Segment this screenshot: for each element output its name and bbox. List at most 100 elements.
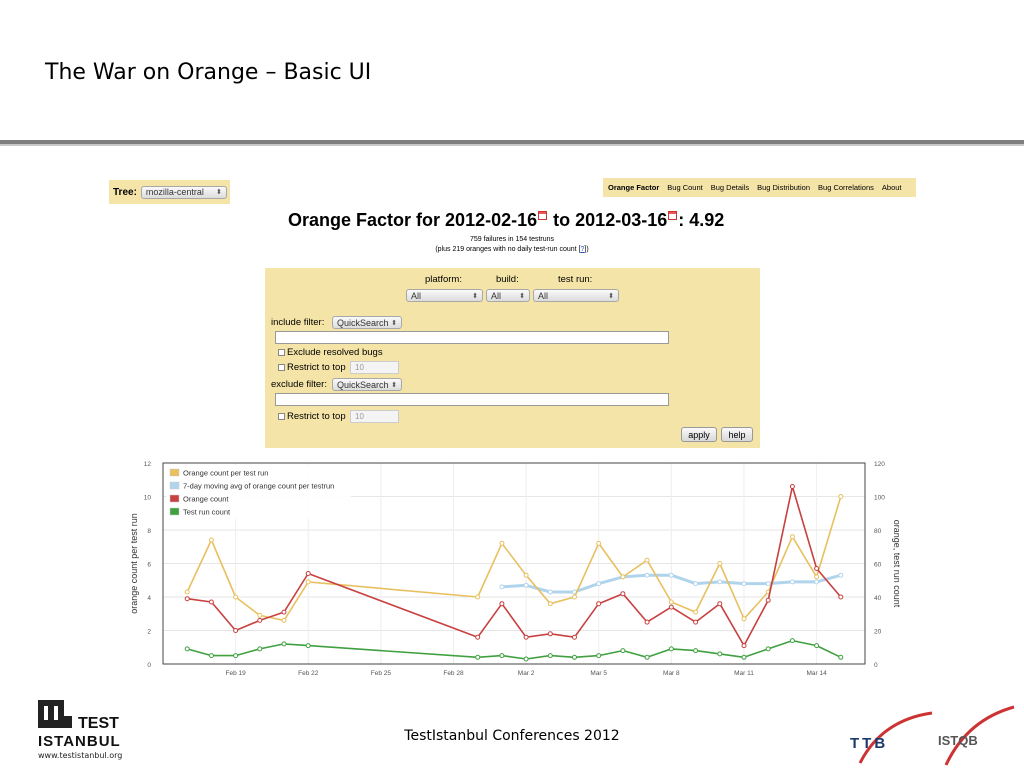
nav-bug-distribution[interactable]: Bug Distribution xyxy=(757,183,811,192)
restrict-top-input[interactable]: 10 xyxy=(350,361,399,374)
y-left-tick-label: 12 xyxy=(144,461,152,468)
x-tick-label: Mar 5 xyxy=(590,670,607,677)
data-point xyxy=(257,646,263,652)
data-point xyxy=(644,619,650,625)
oranges-note: (plus 219 oranges with no daily test-run… xyxy=(0,246,1024,253)
apply-button[interactable]: apply xyxy=(681,427,717,442)
data-point xyxy=(693,619,699,625)
series-line-1 xyxy=(186,496,842,622)
orange-factor-value: : 4.92 xyxy=(678,210,725,230)
data-point xyxy=(765,597,771,603)
data-point xyxy=(305,643,311,649)
y-left-tick-label: 4 xyxy=(147,595,151,602)
y-right-axis-label: orange, test run count xyxy=(892,520,902,608)
data-point xyxy=(547,589,553,595)
data-point xyxy=(184,589,190,595)
nav-bug-details[interactable]: Bug Details xyxy=(710,183,750,192)
y-left-axis-label: orange count per test run xyxy=(129,513,139,614)
legend-swatch xyxy=(169,507,180,516)
ttb-logo-text: TTB xyxy=(850,735,888,752)
data-point xyxy=(668,572,674,578)
help-button[interactable]: help xyxy=(721,427,753,442)
title-divider-shadow xyxy=(0,144,1024,146)
x-tick-label: Feb 28 xyxy=(443,670,464,677)
data-point xyxy=(693,609,699,615)
testistanbul-logo-mark: TEST ISTANBUL xyxy=(38,700,120,750)
calendar-icon[interactable] xyxy=(668,211,678,220)
include-mode-value: QuickSearch xyxy=(337,317,389,328)
testrun-select-value: All xyxy=(538,290,549,301)
restrict-top-label: Restrict to top xyxy=(287,362,346,373)
exclude-resolved-checkbox[interactable] xyxy=(278,349,285,356)
data-point xyxy=(596,601,602,607)
restrict-top2-checkbox[interactable] xyxy=(278,413,285,420)
nav-orange-factor[interactable]: Orange Factor xyxy=(608,183,660,192)
data-point xyxy=(547,653,553,659)
data-point xyxy=(547,601,553,607)
data-point xyxy=(547,631,553,637)
data-point xyxy=(838,572,844,578)
y-left-tick-label: 10 xyxy=(144,495,152,502)
data-point xyxy=(523,572,529,578)
x-tick-label: Mar 8 xyxy=(663,670,680,677)
testrun-label: test run: xyxy=(558,274,593,285)
data-point xyxy=(814,643,820,649)
filter-panel: platform: build: test run: All ⬍ All ⬍ All… xyxy=(265,268,760,448)
data-point xyxy=(838,494,844,499)
restrict-top-checkbox[interactable] xyxy=(278,364,285,371)
data-point xyxy=(233,594,239,600)
data-point xyxy=(499,540,505,546)
heading-prefix: Orange Factor for xyxy=(288,210,441,230)
data-point xyxy=(281,609,287,615)
data-point xyxy=(523,656,529,662)
legend-swatch xyxy=(169,468,180,477)
exclude-filter-label: exclude filter: xyxy=(271,379,327,390)
data-point xyxy=(208,537,214,543)
data-point xyxy=(717,579,723,585)
data-point xyxy=(620,648,626,654)
data-point xyxy=(499,584,505,590)
x-tick-label: Mar 14 xyxy=(806,670,827,677)
data-point xyxy=(499,601,505,607)
platform-select[interactable]: All ⬍ xyxy=(406,289,483,302)
data-point xyxy=(596,540,602,546)
nav-bug-correlations[interactable]: Bug Correlations xyxy=(818,183,874,192)
build-select[interactable]: All ⬍ xyxy=(486,289,530,302)
legend-label: Test run count xyxy=(183,508,231,517)
y-left-tick-label: 0 xyxy=(147,662,151,669)
data-point xyxy=(572,634,577,640)
data-point xyxy=(693,581,699,587)
y-right-tick-label: 100 xyxy=(874,495,885,502)
select-arrows-icon: ⬍ xyxy=(608,292,614,300)
tree-select[interactable]: mozilla-central ⬍ xyxy=(140,185,227,199)
data-point xyxy=(789,534,795,540)
data-point xyxy=(257,617,263,623)
y-left-tick-label: 2 xyxy=(147,629,151,636)
data-point xyxy=(838,594,844,600)
start-date: 2012-02-16 xyxy=(445,210,538,230)
data-point xyxy=(741,616,747,622)
include-mode-select[interactable]: QuickSearch ⬍ xyxy=(332,316,402,329)
data-point xyxy=(668,599,674,605)
istqb-swoosh-icon xyxy=(944,705,1015,766)
build-select-value: All xyxy=(491,290,502,301)
testrun-select[interactable]: All ⬍ xyxy=(533,289,619,302)
build-label: build: xyxy=(496,274,519,285)
tree-label: Tree: xyxy=(113,186,137,198)
exclude-filter-input[interactable] xyxy=(275,393,669,406)
data-point xyxy=(693,648,699,654)
oranges-help-link[interactable]: ? xyxy=(580,246,585,253)
logo-url: www.testistanbul.org xyxy=(38,751,123,760)
nav-bug-count[interactable]: Bug Count xyxy=(667,183,703,192)
restrict-top2-input[interactable]: 10 xyxy=(350,410,399,423)
calendar-icon[interactable] xyxy=(538,211,548,220)
y-left-tick-label: 6 xyxy=(147,562,151,569)
legend-label: 7-day moving avg of orange count per tes… xyxy=(183,482,334,491)
exclude-mode-select[interactable]: QuickSearch ⬍ xyxy=(332,378,402,391)
include-filter-input[interactable] xyxy=(275,331,669,344)
data-point xyxy=(741,581,747,587)
legend-bg xyxy=(166,465,351,519)
data-point xyxy=(838,654,844,660)
nav-about[interactable]: About xyxy=(881,183,902,192)
series-line-3 xyxy=(187,485,842,647)
